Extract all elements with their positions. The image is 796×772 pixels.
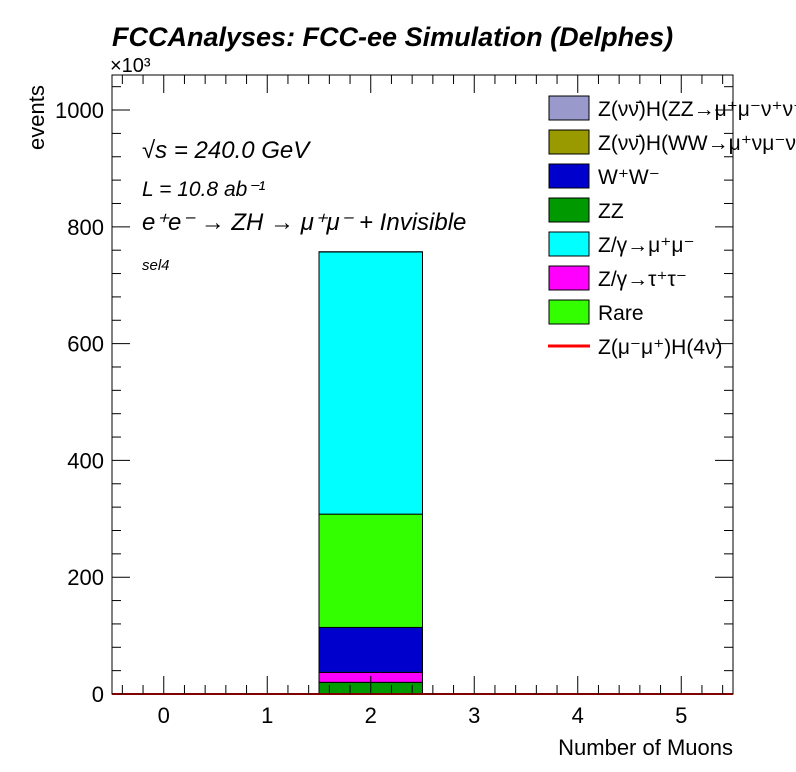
legend-swatch xyxy=(548,231,590,257)
bar-segment xyxy=(318,251,423,515)
bar-layer xyxy=(112,251,733,695)
legend-label: Z(μ⁻μ⁺)H(4ν) xyxy=(598,336,723,359)
bar-segment xyxy=(318,513,423,628)
legend-swatch xyxy=(548,163,590,189)
legend: Z(νν̄)H(ZZ→μ⁺μ⁻ν⁺ν⁻) Z(νν̄)H(WW→μ⁺νμ⁻ν) W⁺… xyxy=(548,95,796,359)
x-tick-label: 5 xyxy=(675,703,687,728)
legend-label: Z/γ→τ⁺τ⁻ xyxy=(598,268,687,291)
plot-frame xyxy=(111,74,734,695)
x-tick-label: 4 xyxy=(572,703,584,728)
y-tick-label: 600 xyxy=(67,332,104,357)
legend-label: Rare xyxy=(598,302,644,325)
legend-label: Z(νν̄)H(WW→μ⁺νμ⁻ν) xyxy=(598,132,796,155)
legend-label: Z(νν̄)H(ZZ→μ⁺μ⁻ν⁺ν⁻) xyxy=(598,98,796,121)
y-tick-label: 800 xyxy=(67,215,104,240)
y-axis-label: events xyxy=(24,85,49,150)
legend-label: Z/γ→μ⁺μ⁻ xyxy=(598,234,695,257)
x-tick-label: 2 xyxy=(365,703,377,728)
chart-title: FCCAnalyses: FCC-ee Simulation (Delphes) xyxy=(112,22,673,52)
y-tick-label: 0 xyxy=(92,682,104,707)
luminosity-annotation: L = 10.8 ab⁻¹ xyxy=(142,178,265,201)
legend-label: W⁺W⁻ xyxy=(598,166,660,189)
y-tick-label: 1000 xyxy=(55,98,104,123)
legend-swatch xyxy=(548,197,590,223)
bar-segment xyxy=(318,626,423,673)
selection-annotation: sel4 xyxy=(142,257,170,274)
legend-swatch xyxy=(548,95,590,121)
y-tick-label: 200 xyxy=(67,565,104,590)
x-tick-label: 0 xyxy=(158,703,170,728)
axes-layer: 0 1 2 3 4 5 0 200 400 600 800 1000 xyxy=(55,74,734,728)
y-tick-label: 400 xyxy=(67,448,104,473)
x-axis-label: Number of Muons xyxy=(558,735,733,760)
y-multiplier: ×10³ xyxy=(110,55,151,77)
legend-swatch xyxy=(548,129,590,155)
process-annotation: e⁺e⁻ → ZH → μ⁺μ⁻ + Invisible xyxy=(142,209,466,236)
legend-label: ZZ xyxy=(598,200,624,223)
legend-swatch xyxy=(548,265,590,291)
sqrt-s-annotation: √s = 240.0 GeV xyxy=(142,137,311,164)
legend-swatch xyxy=(548,299,590,325)
x-tick-label: 1 xyxy=(261,703,273,728)
x-tick-label: 3 xyxy=(468,703,480,728)
